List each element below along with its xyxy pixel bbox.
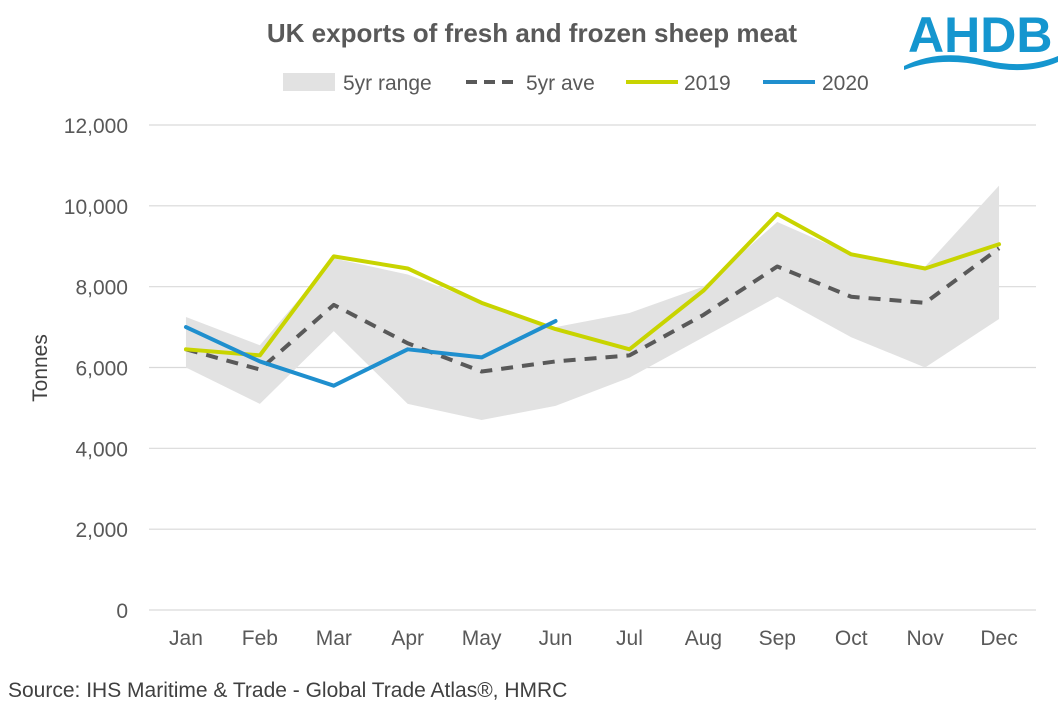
legend-label-2020: 2020 [822,72,869,95]
source-note: Source: IHS Maritime & Trade - Global Tr… [8,679,568,702]
legend-label-avg: 5yr ave [526,72,595,95]
x-tick-label: Jul [616,627,643,650]
y-tick-label: 2,000 [75,519,128,542]
logo-wave-icon [904,55,1058,71]
y-axis-ticks: 0 2,000 4,000 6,000 8,000 10,000 12,000 [64,115,128,623]
series-line-2019 [183,211,1002,358]
series-line-2020 [183,319,558,388]
x-tick-label: Oct [835,627,868,650]
x-axis-ticks: Jan Feb Mar Apr May Jun Jul Aug Sep Oct Nov Dec [169,627,1018,650]
plot-area [183,185,1002,421]
y-tick-label: 4,000 [75,438,128,461]
x-tick-label: Mar [316,627,352,650]
y-tick-label: 0 [116,600,128,623]
x-tick-label: Apr [391,627,424,650]
legend: 5yr range 5yr ave 2019 2020 [283,72,869,95]
legend-label-2019: 2019 [684,72,731,95]
y-tick-label: 12,000 [64,115,128,138]
range-band [185,185,1000,421]
logo-text: AHDB [908,7,1052,63]
x-tick-label: Feb [242,627,278,650]
x-tick-label: Aug [685,627,722,650]
x-tick-label: Sep [759,627,796,650]
chart-title: UK exports of fresh and frozen sheep mea… [267,18,798,48]
legend-swatch-range [283,73,335,91]
y-tick-label: 8,000 [75,277,128,300]
series-line-5yr-ave [185,246,1001,374]
y-tick-label: 6,000 [75,358,128,381]
x-tick-label: Jan [169,627,203,650]
y-axis-title: Tonnes [29,334,52,402]
logo: AHDB [904,7,1058,71]
x-tick-label: Dec [980,627,1017,650]
x-tick-label: Nov [906,627,944,650]
x-tick-label: May [462,627,502,650]
x-tick-label: Jun [539,627,573,650]
y-tick-label: 10,000 [64,196,128,219]
legend-label-range: 5yr range [343,72,432,95]
